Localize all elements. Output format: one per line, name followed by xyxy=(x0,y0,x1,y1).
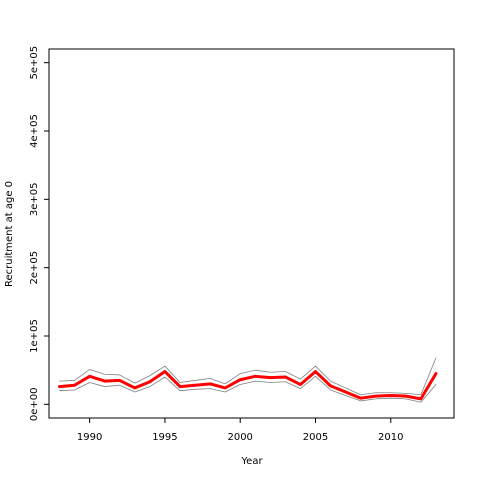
y-tick-label: 5e+05 xyxy=(29,46,40,80)
series-line-lower-bound xyxy=(59,375,437,403)
x-tick-label: 2010 xyxy=(378,432,403,443)
x-axis-title: Year xyxy=(240,456,263,467)
series-line-estimate xyxy=(58,370,438,401)
x-tick-label: 2000 xyxy=(227,432,252,443)
x-tick-label: 2005 xyxy=(303,432,328,443)
series-line-upper-bound xyxy=(59,357,437,396)
x-tick-label: 1995 xyxy=(152,432,177,443)
series-layer xyxy=(58,357,438,403)
x-axis: 1990 1995 2000 2005 2010 xyxy=(77,418,403,443)
plot-frame xyxy=(48,48,455,419)
y-axis-title: Recruitment at age 0 xyxy=(4,181,15,287)
y-tick-label: 4e+05 xyxy=(29,114,40,148)
y-tick-label: 2e+05 xyxy=(29,251,40,285)
y-tick-label: 3e+05 xyxy=(29,183,40,217)
y-tick-label: 0e+00 xyxy=(29,388,40,422)
y-axis: 0e+00 1e+05 2e+05 3e+05 4e+05 5e+05 xyxy=(29,46,49,421)
y-tick-label: 1e+05 xyxy=(29,319,40,353)
x-tick-label: 1990 xyxy=(77,432,102,443)
